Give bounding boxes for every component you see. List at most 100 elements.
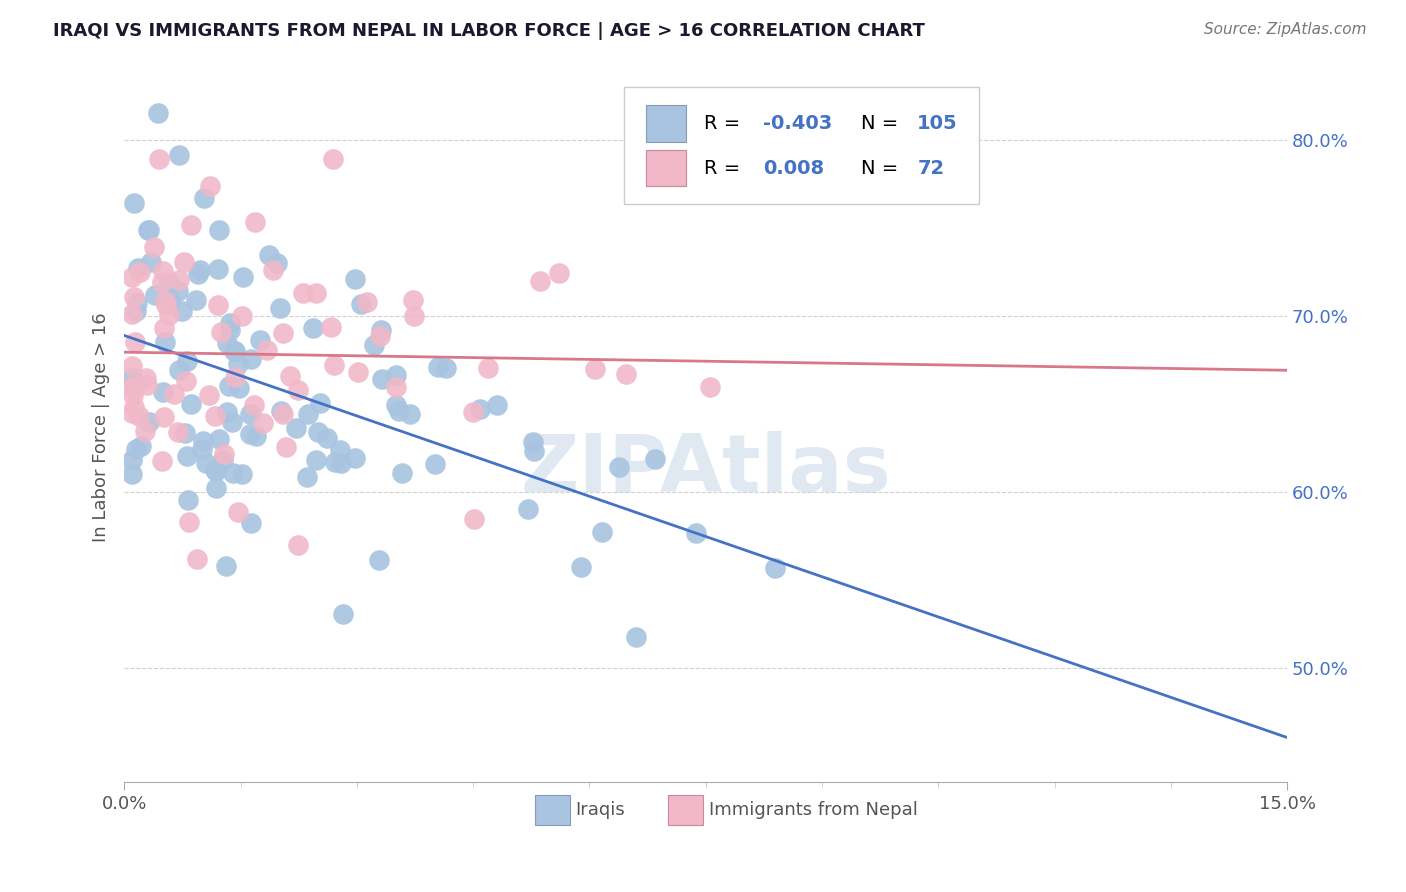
Point (270, 404, 292, 418)
Point (152, 264, 174, 278)
Point (176, 449, 198, 463)
Point (150, 275, 173, 289)
Point (323, 455, 346, 469)
Point (329, 456, 352, 470)
Point (226, 505, 249, 519)
Text: ZIPAtlas: ZIPAtlas (520, 431, 891, 509)
Point (211, 453, 233, 467)
Point (153, 320, 176, 334)
Point (323, 358, 346, 372)
Point (204, 409, 226, 424)
Point (186, 551, 208, 566)
Point (232, 269, 254, 284)
Point (266, 256, 288, 270)
Point (249, 333, 271, 347)
Point (184, 293, 207, 307)
Point (121, 388, 143, 402)
Point (295, 470, 318, 484)
Point (207, 297, 229, 311)
Point (138, 415, 160, 429)
Point (226, 357, 249, 371)
Point (215, 336, 238, 351)
Point (517, 501, 540, 516)
Point (316, 431, 339, 445)
Point (138, 223, 160, 237)
Point (461, 405, 484, 419)
Point (591, 525, 613, 540)
Point (142, 240, 165, 254)
Point (152, 410, 174, 425)
Point (191, 434, 214, 448)
Point (122, 290, 145, 304)
Point (228, 381, 250, 395)
Point (218, 323, 240, 337)
Point (198, 178, 221, 193)
Point (274, 440, 297, 454)
Point (129, 438, 152, 452)
Point (135, 371, 157, 385)
Point (125, 295, 148, 310)
Point (367, 553, 389, 567)
FancyBboxPatch shape (534, 795, 569, 825)
Text: 105: 105 (917, 114, 957, 133)
Point (614, 367, 637, 381)
Point (301, 320, 323, 334)
Point (350, 297, 373, 311)
Point (224, 370, 246, 384)
Point (204, 464, 226, 478)
FancyBboxPatch shape (647, 105, 686, 142)
Point (468, 402, 491, 417)
Point (134, 424, 156, 438)
Point (121, 380, 143, 394)
Point (204, 463, 226, 477)
FancyBboxPatch shape (647, 150, 686, 186)
Point (187, 267, 209, 281)
Point (239, 426, 262, 441)
Text: Iraqis: Iraqis (575, 801, 626, 819)
Point (169, 148, 191, 162)
Point (332, 607, 354, 622)
Point (143, 287, 166, 301)
Point (644, 452, 666, 467)
Point (607, 459, 630, 474)
Point (172, 304, 194, 318)
Point (423, 457, 446, 471)
Point (128, 409, 150, 423)
Point (368, 328, 391, 343)
Point (121, 453, 143, 467)
Point (157, 276, 180, 290)
Point (174, 425, 197, 440)
Point (173, 255, 195, 269)
Point (322, 153, 344, 167)
Point (122, 400, 145, 414)
Point (180, 218, 202, 232)
Point (287, 383, 309, 397)
Point (529, 275, 551, 289)
Point (404, 309, 426, 323)
Point (212, 447, 235, 461)
Point (370, 323, 392, 337)
Point (363, 338, 385, 352)
Point (159, 308, 181, 322)
Point (121, 308, 143, 322)
Point (269, 301, 291, 315)
Point (208, 433, 231, 447)
Point (242, 398, 264, 412)
Text: N =: N = (862, 114, 905, 133)
Point (197, 387, 219, 401)
Point (209, 325, 232, 339)
Point (121, 370, 143, 384)
Point (344, 450, 367, 465)
Point (224, 344, 246, 359)
Point (278, 368, 301, 383)
Point (222, 466, 245, 480)
Text: Source: ZipAtlas.com: Source: ZipAtlas.com (1204, 22, 1367, 37)
Point (256, 343, 278, 358)
Point (271, 326, 294, 340)
Point (271, 407, 294, 421)
Point (347, 365, 370, 379)
Text: IRAQI VS IMMIGRANTS FROM NEPAL IN LABOR FORCE | AGE > 16 CORRELATION CHART: IRAQI VS IMMIGRANTS FROM NEPAL IN LABOR … (53, 22, 925, 40)
Point (763, 561, 786, 575)
Point (221, 415, 243, 429)
Text: -0.403: -0.403 (762, 114, 832, 133)
